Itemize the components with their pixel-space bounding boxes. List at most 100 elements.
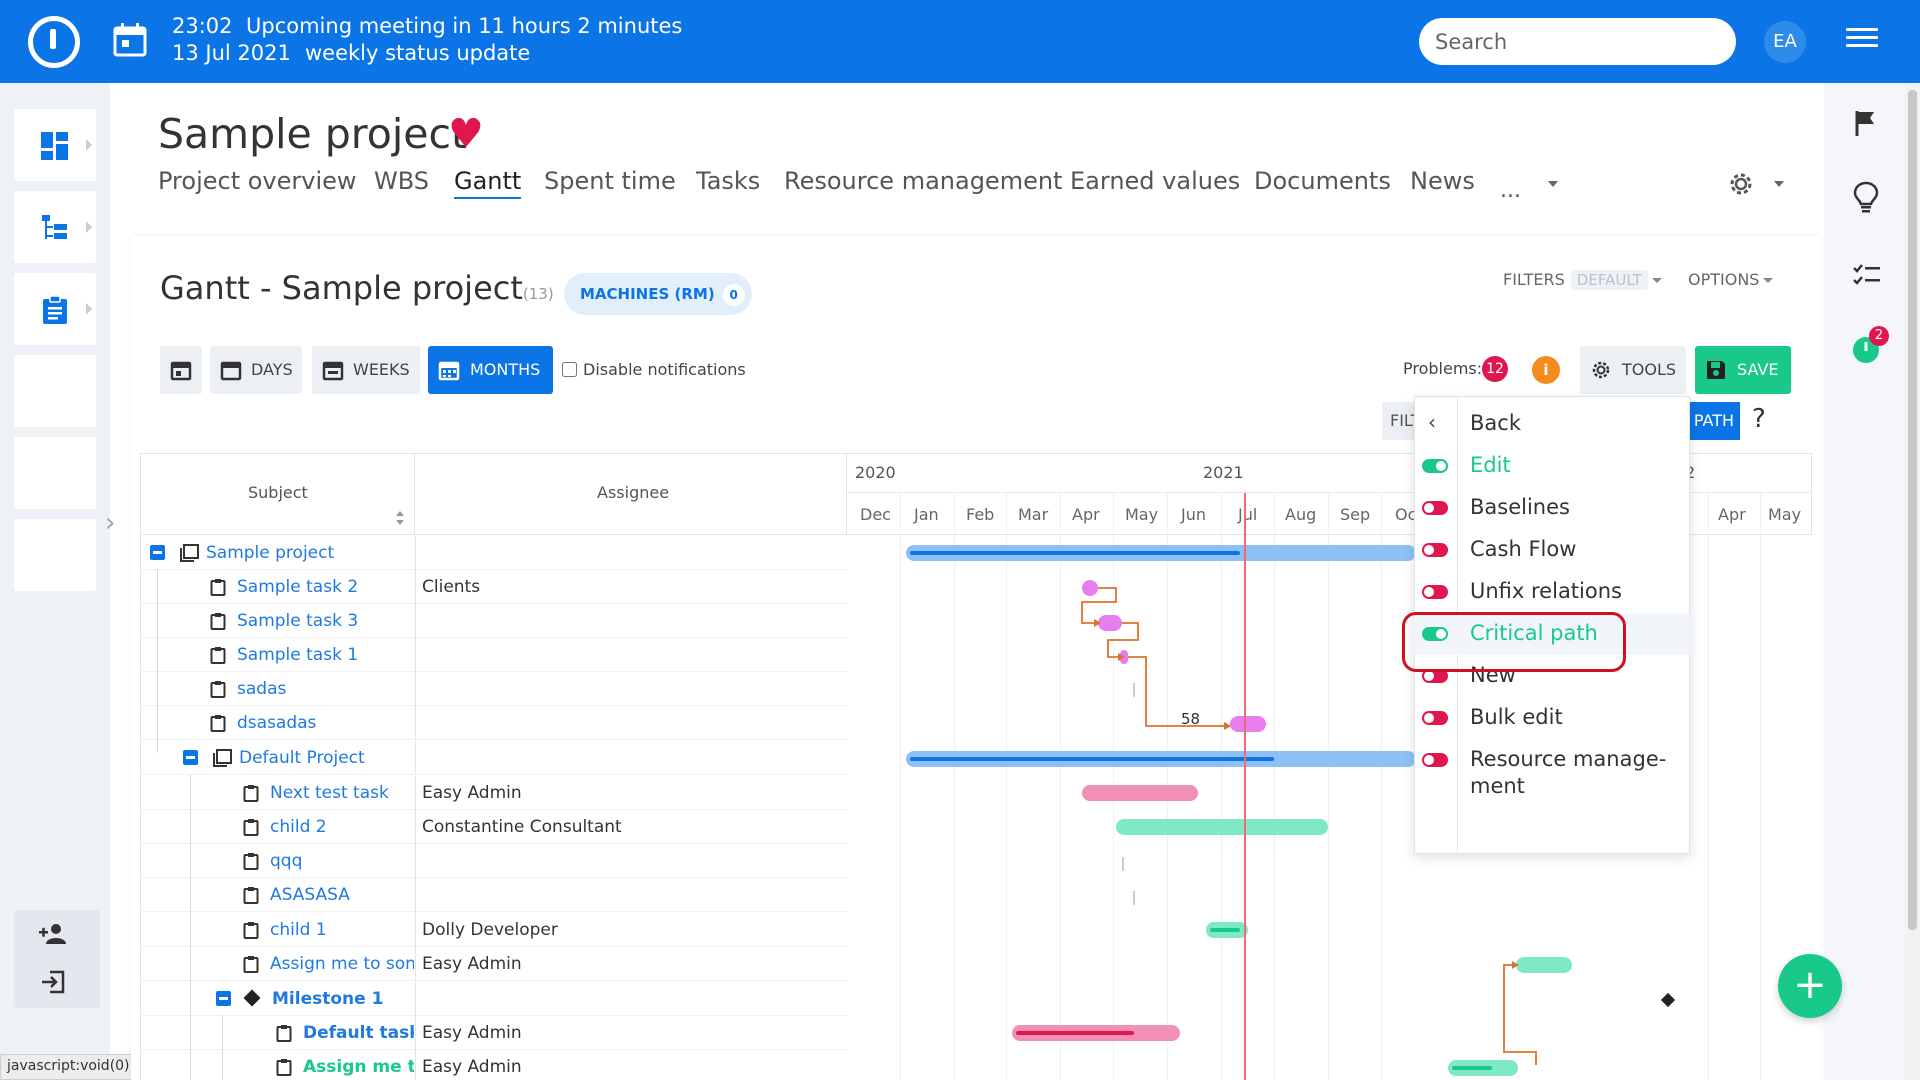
disable-notifications-checkbox[interactable]: Disable notifications [562,360,746,379]
tab-gantt[interactable]: Gantt [454,167,522,199]
row-subject-link[interactable]: child 2 [270,817,327,837]
tools-button[interactable]: TOOLS [1580,346,1686,394]
table-row[interactable]: Default Project [140,741,847,775]
filters-button[interactable]: FILTERS DEFAULT [1503,270,1662,290]
table-row[interactable]: Milestone 1 [140,982,847,1016]
tab-resource-management[interactable]: Resource management [784,167,1063,195]
menu-item-unfix-relations[interactable]: Unfix relations [1414,571,1690,613]
sidebar-item-dashboard[interactable] [14,109,96,181]
save-button[interactable]: SAVE [1695,346,1791,394]
row-subject-link[interactable]: qqq [270,851,303,871]
menu-more-caret-icon[interactable] [1548,181,1558,187]
toggle-switch[interactable] [1422,585,1448,599]
table-row[interactable]: Sample project [140,536,847,570]
favorite-heart-icon[interactable]: ♥ [448,111,484,157]
disable-notifications-input[interactable] [562,362,577,377]
table-row[interactable]: Assign me to son Easy Admin [140,947,847,981]
collapse-toggle-icon[interactable] [183,750,198,765]
gantt-bar-dsasadas[interactable] [1230,716,1266,732]
toggle-switch[interactable] [1422,711,1448,725]
table-row[interactable]: child 2 Constantine Consultant [140,810,847,844]
months-button[interactable]: MONTHS [428,346,553,394]
row-subject-link[interactable]: sadas [237,679,287,699]
menu-more-button[interactable]: ... [1500,178,1521,203]
help-button[interactable]: ? [1752,404,1766,434]
row-subject-link[interactable]: Sample task 2 [237,577,359,597]
sort-arrows-icon[interactable] [395,510,405,526]
row-subject-link[interactable]: Next test task [270,783,389,803]
info-icon[interactable]: i [1532,356,1560,384]
tab-documents[interactable]: Documents [1254,167,1391,195]
sidebar-item-tasks[interactable] [14,273,96,345]
table-row[interactable]: Sample task 3 [140,604,847,638]
sidebar-item-empty-3[interactable] [14,519,96,591]
hamburger-menu-icon[interactable] [1846,28,1878,54]
menu-item-new[interactable]: New [1414,655,1690,697]
toggle-switch[interactable] [1422,543,1448,557]
tab-wbs[interactable]: WBS [374,167,430,195]
table-row[interactable]: Default task Easy Admin [140,1016,847,1050]
add-user-icon[interactable] [38,922,68,946]
table-row[interactable]: sadas [140,672,847,706]
row-subject-link[interactable]: Sample task 3 [237,611,359,631]
upcoming-meeting-text[interactable]: 23:02 Upcoming meeting in 11 hours 2 minu… [172,14,682,38]
row-subject-link[interactable]: ASASASA [270,885,350,905]
weeks-button[interactable]: WEEKS [312,346,420,394]
toggle-switch[interactable] [1422,501,1448,515]
days-button[interactable]: DAYS [210,346,302,394]
today-button[interactable] [160,346,202,394]
toggle-switch[interactable] [1422,459,1448,473]
toggle-switch[interactable] [1422,627,1448,641]
search-input[interactable] [1419,18,1736,65]
gantt-bar-assign-me-to[interactable] [1448,1060,1518,1076]
gantt-bar-child-1[interactable] [1206,922,1248,938]
critical-path-button[interactable]: PATH [1688,402,1740,440]
menu-item-bulk-edit[interactable]: Bulk edit [1414,697,1690,739]
gantt-bar-next-test-task[interactable] [1082,785,1198,801]
row-subject-link[interactable]: dsasadas [237,713,317,733]
row-subject-link[interactable]: Sample task 1 [237,645,359,665]
gantt-bar-default-task[interactable] [1012,1025,1180,1041]
row-subject-link[interactable]: Sample project [206,543,335,563]
tab-tasks[interactable]: Tasks [696,167,761,195]
table-row[interactable]: child 1 Dolly Developer [140,913,847,947]
gantt-bar-sample-task-2[interactable] [1082,580,1098,596]
sidebar-item-structure[interactable] [14,191,96,263]
column-header-assignee[interactable]: Assignee [415,453,847,535]
column-header-subject[interactable]: Subject [140,453,415,535]
row-subject-link[interactable]: Default task [303,1023,414,1043]
gantt-bar-child-2[interactable] [1116,819,1328,835]
table-row[interactable]: qqq [140,844,847,878]
gantt-bar-sample-task-1[interactable] [1120,650,1128,664]
tab-earned-values[interactable]: Earned values [1070,167,1241,195]
page-scrollbar-thumb[interactable] [1908,90,1917,930]
user-avatar[interactable]: EA [1764,21,1806,63]
menu-item-cash-flow[interactable]: Cash Flow [1414,529,1690,571]
machines-rm-pill[interactable]: MACHINES (RM) 0 [564,273,752,315]
menu-item-edit[interactable]: Edit [1414,445,1690,487]
sidebar-item-empty-1[interactable] [14,355,96,427]
flag-icon[interactable] [1854,109,1878,137]
menu-item-critical-path[interactable]: Critical path [1414,613,1690,655]
meeting-details[interactable]: 13 Jul 2021 weekly status update [172,41,530,65]
table-row[interactable]: Sample task 1 [140,638,847,672]
table-row[interactable]: Next test task Easy Admin [140,776,847,810]
gantt-bar-sample-project[interactable] [906,545,1416,561]
sidebar-item-empty-2[interactable] [14,437,96,509]
back-chevron-icon[interactable]: ‹ [1428,410,1436,434]
table-row[interactable]: Sample task 2 Clients [140,570,847,604]
collapse-toggle-icon[interactable] [150,545,165,560]
sidebar-expand-chevron-icon[interactable]: › [105,508,116,538]
options-button[interactable]: OPTIONS [1688,270,1774,289]
table-row[interactable]: Assign me to Easy Admin [140,1050,847,1080]
menu-item-resource-manage[interactable]: Resource manage-ment [1414,739,1690,809]
menu-item-back[interactable]: Back [1414,403,1690,445]
gantt-bar-assign-me-to-son[interactable] [1516,957,1572,973]
tab-news[interactable]: News [1410,167,1475,195]
row-subject-link[interactable]: Assign me to son [270,954,414,974]
row-subject-link[interactable]: Milestone 1 [272,989,384,1009]
row-subject-link[interactable]: Default Project [239,748,365,768]
calendar-icon[interactable] [112,22,148,58]
gantt-bar-default-project[interactable] [906,751,1416,767]
toggle-switch[interactable] [1422,753,1448,767]
